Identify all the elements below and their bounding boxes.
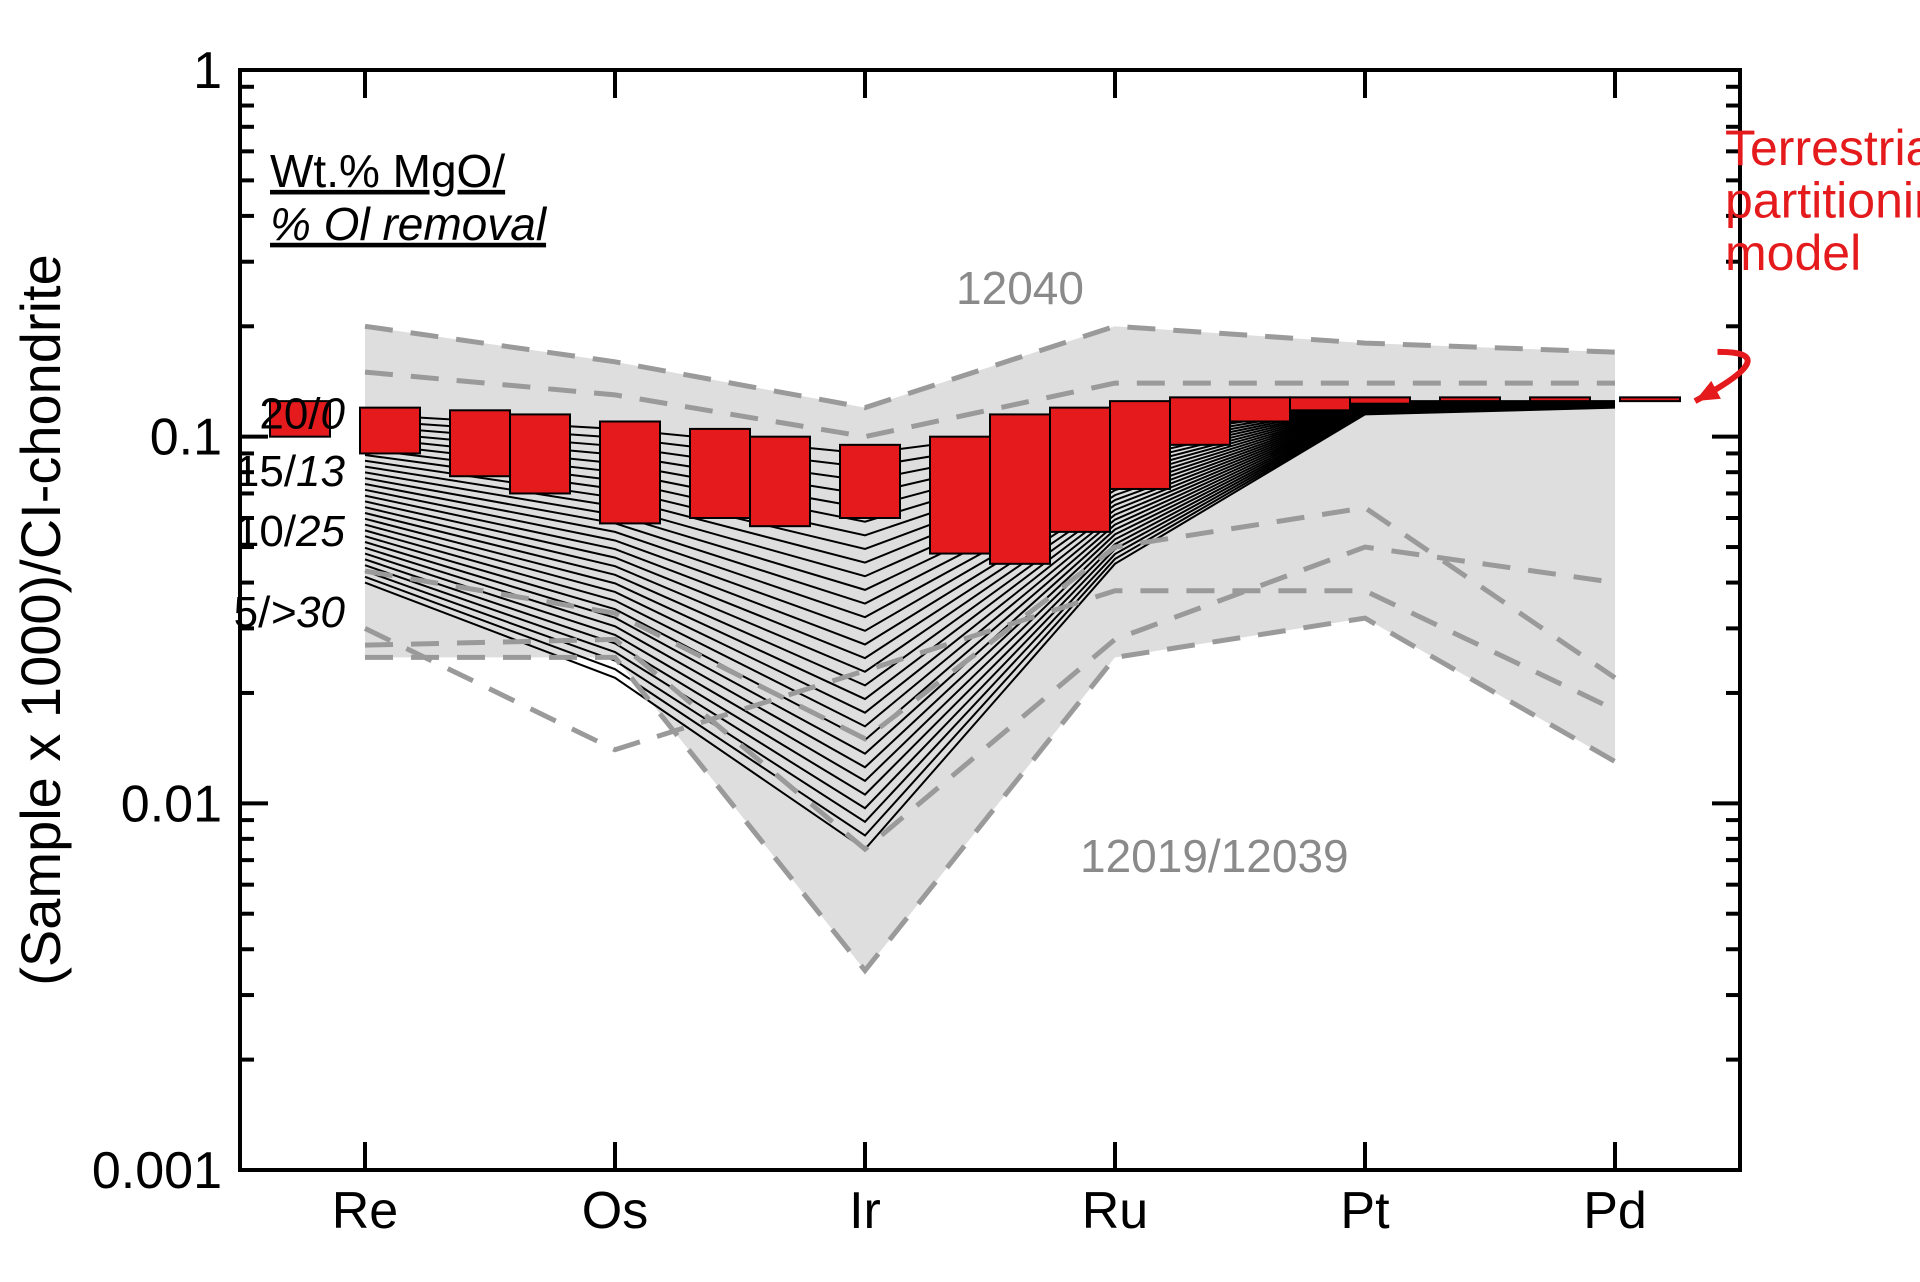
x-tick-label: Re bbox=[332, 1182, 398, 1240]
x-tick-label: Pd bbox=[1583, 1182, 1647, 1240]
terrestrial-model-bar bbox=[1440, 397, 1500, 401]
terrestrial-model-bar bbox=[1110, 401, 1170, 489]
terrestrial-model-bar bbox=[1620, 397, 1680, 401]
terrestrial-model-bar bbox=[690, 429, 750, 518]
terrestrial-model-bar bbox=[840, 445, 900, 518]
chart-container: 0.001 0.01 0.1 1 Re Os Ir Ru Pt Pd (Sample x 1000)… bbox=[0, 0, 1920, 1282]
terrestrial-model-bar bbox=[1170, 397, 1230, 444]
y-tick-label: 0.1 bbox=[150, 409, 222, 467]
terrestrial-model-bar bbox=[360, 408, 420, 454]
ratio-label: 10/25 bbox=[235, 507, 346, 556]
y-tick-label: 0.001 bbox=[92, 1142, 222, 1200]
header-line1: Wt.% MgO/ bbox=[270, 145, 505, 197]
header-line2: % Ol removal bbox=[270, 198, 548, 250]
terrestrial-label: Terrestrial bbox=[1725, 120, 1920, 176]
x-tick-label: Pt bbox=[1340, 1182, 1390, 1240]
terrestrial-model-bar bbox=[750, 437, 810, 527]
terrestrial-model-bar bbox=[510, 414, 570, 493]
y-axis-title: (Sample x 1000)/CI-chondrite bbox=[9, 254, 72, 985]
x-tick-label: Ru bbox=[1082, 1182, 1148, 1240]
chart-svg: 0.001 0.01 0.1 1 Re Os Ir Ru Pt Pd (Sample x 1000)… bbox=[0, 0, 1920, 1282]
ratio-label: 5/>30 bbox=[234, 588, 346, 637]
x-tick-label: Os bbox=[582, 1182, 648, 1240]
terrestrial-model-bar bbox=[1290, 397, 1350, 410]
y-tick-label: 0.01 bbox=[121, 775, 222, 833]
terrestrial-label: partitioning bbox=[1725, 173, 1920, 229]
ratio-label: 15/13 bbox=[235, 447, 346, 496]
terrestrial-model-bar bbox=[1350, 397, 1410, 403]
terrestrial-model-bar bbox=[1050, 408, 1110, 532]
terrestrial-model-bar bbox=[450, 410, 510, 476]
terrestrial-model-bar bbox=[930, 437, 990, 554]
envelope-label-lower: 12019/12039 bbox=[1080, 830, 1349, 882]
terrestrial-label: model bbox=[1725, 225, 1861, 281]
x-tick-label: Ir bbox=[849, 1182, 881, 1240]
terrestrial-model-bar bbox=[600, 421, 660, 523]
terrestrial-model-bar bbox=[990, 414, 1050, 563]
ratio-label: 20/0 bbox=[259, 389, 345, 438]
envelope-label-upper: 12040 bbox=[956, 262, 1084, 314]
terrestrial-model-bar bbox=[1530, 397, 1590, 401]
y-tick-label: 1 bbox=[193, 42, 222, 100]
terrestrial-model-bar bbox=[1230, 397, 1290, 421]
